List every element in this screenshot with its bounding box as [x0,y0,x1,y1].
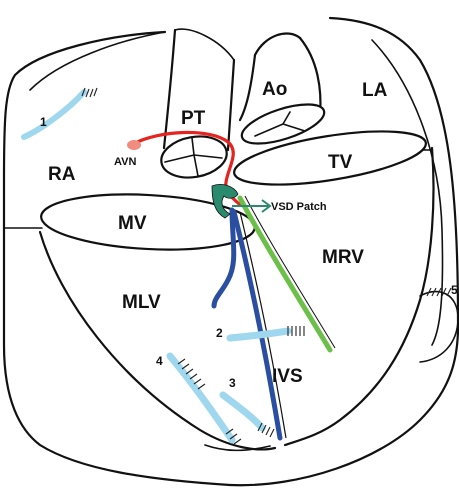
vsd-patch-outline [244,195,336,349]
ao-top [253,32,302,57]
lead5-bump [419,290,459,363]
septal-outline [239,211,287,439]
heart-outer-outline [2,16,459,487]
lead4-coil-lower [225,428,242,445]
ao-trunk-right [298,36,322,117]
label-tv: TV [328,152,353,173]
right-border-inner [371,39,444,346]
label-ra: RA [48,164,76,185]
pt-top-curve [174,28,235,61]
label-ivs: IVS [272,366,303,387]
vsd-patch-shape [211,184,239,219]
vsd-patch-arrowhead [261,199,272,213]
septal-band-right [231,209,283,441]
lead-number-4: 4 [156,354,163,368]
ao-trunk-left [238,53,257,122]
lead2-coil [287,326,305,336]
lead-number-3: 3 [229,376,236,390]
lead1-coil [81,87,98,98]
mv-valve [40,193,256,251]
pt-valve-leaflets [164,137,223,177]
lv-wall [38,230,277,451]
label-la: LA [362,80,388,101]
lv-apex-line [204,444,271,452]
tv-valve [233,130,427,186]
label-mv: MV [118,213,147,234]
septal-band-left [211,207,237,309]
label-pt: PT [181,108,206,129]
label-ao: Ao [262,79,287,100]
lead4-coil-upper [177,358,206,390]
lead5-coil [426,287,452,297]
lead-number-2: 2 [216,326,223,340]
lead2-body [226,327,292,342]
label-mrv: MRV [322,247,364,268]
lead-number-5: 5 [451,283,458,297]
label-avn: AVN [114,156,136,168]
ao-valve-leaflets [254,111,306,137]
label-mlv: MLV [122,292,161,313]
lead3-body [219,391,266,432]
label-vsd-patch: VSD Patch [271,201,327,213]
lead4-body [166,352,236,444]
lead3-coil [257,422,275,438]
avn-node [127,140,141,150]
pt-trunk-right [226,58,236,152]
lead1-body [21,89,87,140]
pt-trunk [162,28,177,150]
rv-wall [283,146,435,447]
ra-contour [29,31,166,91]
vsd-patch-band [237,195,333,353]
lead-number-1: 1 [40,115,47,129]
